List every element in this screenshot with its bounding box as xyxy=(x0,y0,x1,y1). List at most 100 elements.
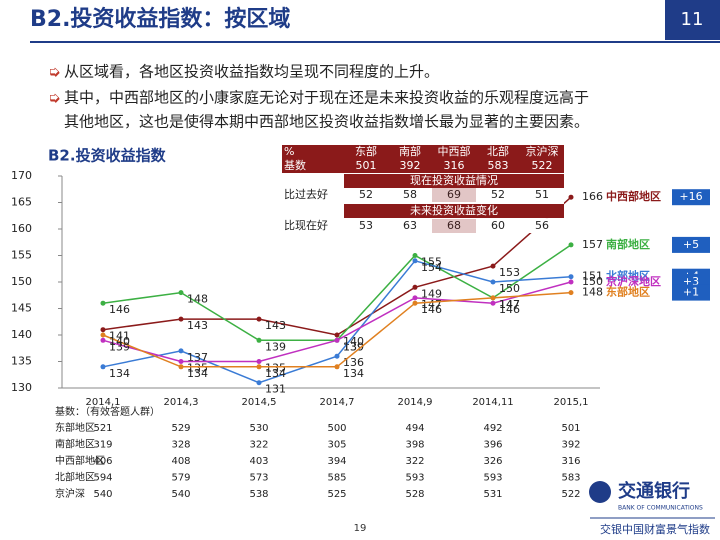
point xyxy=(100,364,106,370)
y-tick-label: 160 xyxy=(11,222,32,235)
base-cell: 494 xyxy=(405,423,424,434)
x-tick-label: 2014,11 xyxy=(472,397,513,408)
point xyxy=(490,263,496,269)
data-label: 134 xyxy=(343,367,364,380)
logo-en: BANK OF COMMUNICATIONS xyxy=(618,505,703,512)
base-cell: 406 xyxy=(93,456,112,467)
base-cell: 531 xyxy=(483,489,502,500)
point xyxy=(178,316,184,322)
base-cell: 319 xyxy=(93,440,112,451)
data-label: 140 xyxy=(343,335,364,348)
inset-cell: 63 xyxy=(403,219,417,232)
base-cell: 408 xyxy=(171,456,190,467)
base-cell: 538 xyxy=(249,489,268,500)
point xyxy=(100,337,106,343)
y-tick-label: 145 xyxy=(11,302,32,315)
inset-cell: 北部 xyxy=(487,144,509,158)
base-cell: 500 xyxy=(327,423,346,434)
data-label: 135 xyxy=(265,362,286,375)
data-label: 135 xyxy=(187,362,208,375)
page-number: 19 xyxy=(354,523,367,534)
y-tick-label: 155 xyxy=(11,249,32,262)
data-label: 148 xyxy=(187,293,208,306)
point xyxy=(412,284,418,290)
point xyxy=(256,359,262,364)
inset-row-bg xyxy=(282,159,564,173)
chart-title: B2.投资收益指数 xyxy=(48,147,167,165)
logo-mark xyxy=(589,481,611,503)
badge: 11 xyxy=(681,9,704,30)
point xyxy=(568,274,574,280)
bullet-icon: ➭ xyxy=(48,63,61,81)
base-cell: 540 xyxy=(93,489,112,500)
base-cell: 328 xyxy=(171,440,190,451)
data-label: 139 xyxy=(343,340,364,353)
point xyxy=(568,242,574,248)
series-name: 北部地区 xyxy=(606,269,650,283)
point xyxy=(490,295,496,301)
data-label: 134 xyxy=(265,367,286,380)
inset-cell: 京沪深 xyxy=(526,144,559,158)
point xyxy=(178,364,184,370)
inset-cell: 南部 xyxy=(399,144,421,158)
tagline: 交银中国财富景气指数 xyxy=(600,522,710,536)
series-name: 京沪深地区 xyxy=(606,274,661,288)
data-label: 147 xyxy=(499,298,520,311)
base-cell: 594 xyxy=(93,473,112,484)
inset-cell: 51 xyxy=(535,188,549,201)
x-tick-label: 2014,1 xyxy=(86,397,121,408)
base-cell: 北部地区 xyxy=(55,471,95,484)
data-label: 143 xyxy=(187,319,208,332)
data-label: 148 xyxy=(582,286,603,299)
inset-section-bg xyxy=(344,174,564,188)
data-label: 150 xyxy=(582,275,603,288)
point xyxy=(568,194,574,200)
base-cell: 522 xyxy=(561,489,580,500)
base-caption: 基数：（有效答题人群） xyxy=(55,405,160,418)
base-cell: 392 xyxy=(561,440,580,451)
base-cell: 南部地区 xyxy=(55,438,95,451)
data-label: 146 xyxy=(109,303,130,316)
data-label: 150 xyxy=(499,282,520,295)
point xyxy=(568,290,574,296)
data-label: 136 xyxy=(343,356,364,369)
highlight xyxy=(432,219,476,233)
data-label: 146 xyxy=(421,303,442,316)
x-tick-label: 2015,1 xyxy=(554,397,589,408)
data-label: 134 xyxy=(109,367,130,380)
inset-row-bg xyxy=(282,219,564,233)
inset-cell: 501 xyxy=(356,159,377,172)
base-cell: 322 xyxy=(249,440,268,451)
y-tick-label: 150 xyxy=(11,275,32,288)
point xyxy=(412,295,418,301)
base-cell: 529 xyxy=(171,423,190,434)
base-cell: 492 xyxy=(483,423,502,434)
base-cell: 583 xyxy=(561,473,580,484)
point xyxy=(256,337,262,343)
point xyxy=(178,348,184,354)
data-label: 146 xyxy=(499,303,520,316)
base-cell: 403 xyxy=(249,456,268,467)
inset-cell: 522 xyxy=(532,159,553,172)
y-tick-label: 170 xyxy=(11,169,32,182)
base-cell: 322 xyxy=(405,456,424,467)
data-label: 134 xyxy=(187,367,208,380)
inset-section: 现在投资收益情况 xyxy=(410,173,498,187)
inset-cell: 316 xyxy=(444,159,465,172)
base-cell: 579 xyxy=(171,473,190,484)
inset-cell: 比过去好 xyxy=(284,187,328,201)
data-label: 140 xyxy=(109,335,130,348)
base-cell: 525 xyxy=(327,489,346,500)
point xyxy=(178,290,184,296)
point xyxy=(100,300,106,306)
bullet-icon: ➭ xyxy=(48,89,61,107)
change: +5 xyxy=(683,238,699,251)
base-cell: 326 xyxy=(483,456,502,467)
inset-row-bg xyxy=(282,188,564,202)
point xyxy=(334,332,340,338)
inset-cell: 比现在好 xyxy=(284,218,328,232)
point xyxy=(490,279,496,285)
inset-row-bg xyxy=(282,145,564,159)
